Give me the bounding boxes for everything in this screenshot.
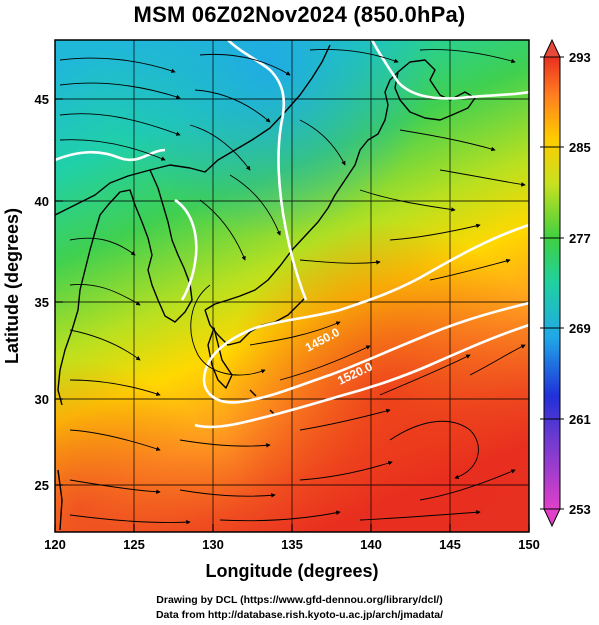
height-contours: [55, 40, 529, 429]
x-tick-label: 150: [518, 537, 540, 552]
x-tick-label: 140: [360, 537, 382, 552]
colorbar: 293 285 277 269 261 253: [540, 38, 591, 528]
y-tick-label: 45: [35, 92, 49, 107]
credit-drawing: Drawing by DCL (https://www.gfd-dennou.o…: [156, 594, 443, 606]
colorbar-tick-label: 277: [569, 231, 591, 246]
colorbar-tick-label: 269: [569, 321, 591, 336]
x-tick-label: 120: [44, 537, 66, 552]
colorbar-bottom-arrow: [543, 508, 561, 528]
y-tick-label: 35: [35, 295, 49, 310]
colorbar-top-arrow: [543, 38, 561, 58]
y-axis-label: Latitude (degrees): [2, 208, 22, 364]
x-axis-label: Longitude (degrees): [205, 561, 378, 581]
x-tick-label: 130: [202, 537, 224, 552]
y-tick-label: 40: [35, 194, 49, 209]
x-tick-label: 145: [439, 537, 461, 552]
colorbar-tick-label: 261: [569, 412, 591, 427]
colorbar-tick-label: 253: [569, 502, 591, 517]
colorbar-tick-label: 293: [569, 50, 591, 65]
credit-data: Data from http://database.rish.kyoto-u.a…: [155, 609, 444, 621]
map-title: MSM 06Z02Nov2024 (850.0hPa): [133, 2, 466, 27]
grid-lines: [55, 40, 529, 532]
y-tick-label: 25: [35, 478, 49, 493]
x-tick-label: 125: [123, 537, 145, 552]
y-tick-label: 30: [35, 392, 49, 407]
wind-streamlines: [59, 49, 526, 525]
x-tick-label: 135: [281, 537, 303, 552]
colorbar-tick-label: 285: [569, 140, 591, 155]
